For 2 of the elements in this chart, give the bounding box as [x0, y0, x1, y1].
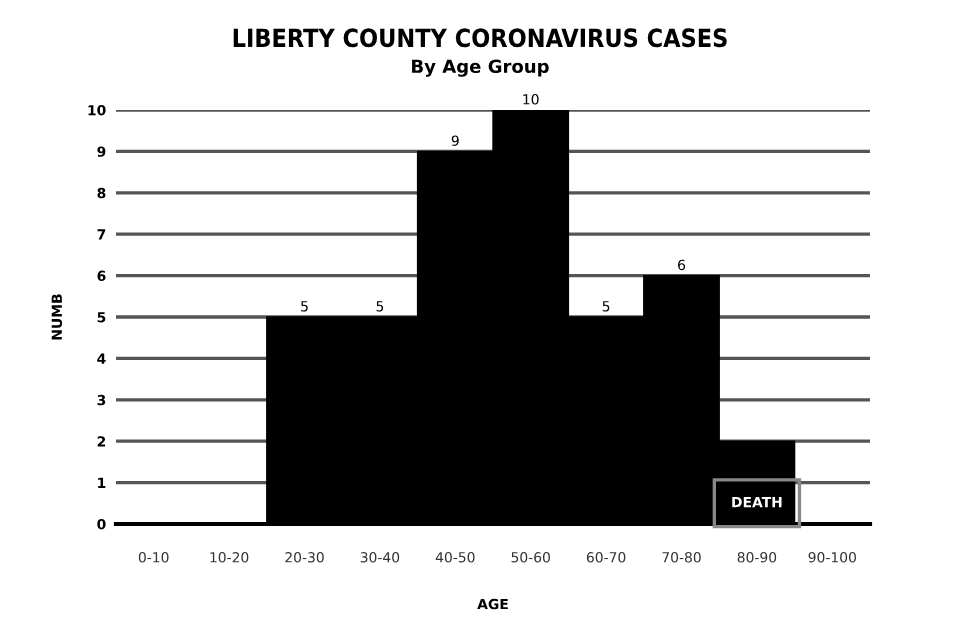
chart-subtitle: By Age Group: [412, 59, 549, 77]
chart-title: LIBERTY COUNTY CORONAVIRUS CASES: [233, 28, 727, 48]
